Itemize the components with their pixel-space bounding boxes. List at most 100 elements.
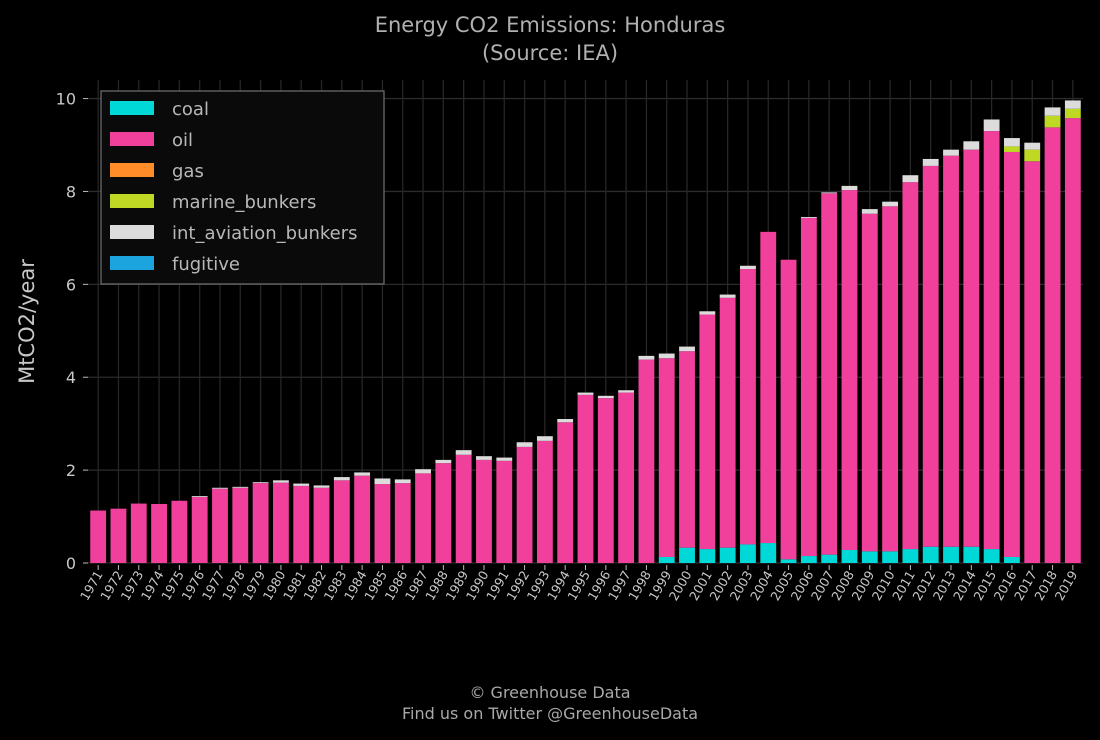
bar-int_aviation_bunkers xyxy=(293,483,310,486)
legend-label-gas: gas xyxy=(172,161,204,182)
bar-oil xyxy=(658,358,675,557)
bar-int_aviation_bunkers xyxy=(1004,138,1020,147)
y-tick-label: 6 xyxy=(66,275,76,294)
bar-oil xyxy=(1064,118,1081,563)
bar-oil xyxy=(800,217,817,557)
legend-swatch-coal xyxy=(110,101,154,115)
bar-int_aviation_bunkers xyxy=(740,265,756,270)
bar-oil xyxy=(415,473,431,563)
bar-oil xyxy=(618,392,635,563)
bar-int_aviation_bunkers xyxy=(212,487,228,489)
bar-coal xyxy=(963,546,980,563)
bar-int_aviation_bunkers xyxy=(313,485,330,488)
bar-int_aviation_bunkers xyxy=(1044,107,1061,116)
chart-subtitle: (Source: IEA) xyxy=(481,41,619,65)
bar-oil xyxy=(252,483,269,563)
bar-int_aviation_bunkers xyxy=(943,149,959,156)
bar-marine_bunkers xyxy=(1004,146,1020,152)
bar-coal xyxy=(861,551,878,563)
legend-label-fugitive: fugitive xyxy=(172,254,240,275)
legend-label-oil: oil xyxy=(172,130,193,151)
legend-box xyxy=(100,90,385,285)
bar-int_aviation_bunkers xyxy=(374,478,391,485)
y-tick-label: 10 xyxy=(56,90,76,109)
legend-label-coal: coal xyxy=(172,99,209,120)
bar-marine_bunkers xyxy=(1024,149,1041,162)
y-axis-label: MtCO2/year xyxy=(15,259,39,384)
bar-oil xyxy=(882,206,899,552)
bar-coal xyxy=(760,543,777,563)
bar-oil xyxy=(597,398,614,563)
bar-oil xyxy=(394,483,411,563)
bar-oil xyxy=(435,463,452,563)
bar-oil xyxy=(922,165,939,547)
bar-int_aviation_bunkers xyxy=(455,450,472,455)
bar-int_aviation_bunkers xyxy=(902,175,919,183)
bar-oil xyxy=(333,480,350,563)
bar-coal xyxy=(719,547,736,563)
bar-int_aviation_bunkers xyxy=(963,141,980,150)
bar-coal xyxy=(658,556,675,563)
bar-int_aviation_bunkers xyxy=(354,472,371,476)
bar-oil xyxy=(821,193,838,555)
bar-coal xyxy=(1004,556,1020,563)
bar-oil xyxy=(963,149,980,547)
bar-int_aviation_bunkers xyxy=(699,311,716,315)
bar-oil xyxy=(151,504,167,563)
bar-oil xyxy=(861,213,878,552)
bar-oil xyxy=(1004,151,1020,557)
bar-int_aviation_bunkers xyxy=(536,436,553,441)
bar-oil xyxy=(699,314,716,550)
bars xyxy=(90,100,1081,563)
footer-twitter: Find us on Twitter @GreenhouseData xyxy=(401,704,699,723)
bar-int_aviation_bunkers xyxy=(394,479,411,484)
legend-swatch-fugitive xyxy=(110,256,154,270)
legend-swatch-oil xyxy=(110,132,154,146)
bar-int_aviation_bunkers xyxy=(496,457,513,461)
bar-int_aviation_bunkers xyxy=(577,392,594,395)
bar-marine_bunkers xyxy=(1064,108,1081,119)
bar-oil xyxy=(841,190,858,550)
legend: coal oil gas marine_bunkers int_aviation_bun… xyxy=(100,90,385,285)
bar-coal xyxy=(983,549,1000,563)
bar-coal xyxy=(821,554,838,563)
bar-int_aviation_bunkers xyxy=(841,185,858,191)
bar-int_aviation_bunkers xyxy=(800,217,817,218)
bar-oil xyxy=(212,488,228,563)
legend-label-int_aviation_bunkers: int_aviation_bunkers xyxy=(172,223,358,244)
bar-oil xyxy=(354,475,371,563)
bar-oil xyxy=(943,155,959,547)
bar-int_aviation_bunkers xyxy=(191,496,208,498)
bar-oil xyxy=(760,231,777,544)
bar-oil xyxy=(191,497,208,563)
bar-oil xyxy=(902,182,919,550)
bar-coal xyxy=(841,549,858,563)
bar-oil xyxy=(272,482,289,563)
bar-oil xyxy=(232,487,249,563)
y-tick-label: 2 xyxy=(66,461,76,480)
bar-oil xyxy=(1044,127,1061,563)
bar-coal xyxy=(902,549,919,563)
bar-oil xyxy=(130,503,147,563)
bar-oil xyxy=(110,508,127,563)
bar-oil xyxy=(780,259,797,560)
bar-int_aviation_bunkers xyxy=(618,390,635,393)
bar-int_aviation_bunkers xyxy=(1064,100,1081,109)
bar-int_aviation_bunkers xyxy=(658,353,675,359)
bar-int_aviation_bunkers xyxy=(232,486,249,488)
bar-int_aviation_bunkers xyxy=(1024,142,1041,150)
legend-label-marine_bunkers: marine_bunkers xyxy=(172,192,316,213)
bar-oil xyxy=(516,446,533,563)
footer-copyright: © Greenhouse Data xyxy=(469,683,631,702)
bar-oil xyxy=(476,459,492,563)
bar-int_aviation_bunkers xyxy=(882,201,899,207)
bar-coal xyxy=(800,556,817,563)
bar-coal xyxy=(780,559,797,563)
bar-int_aviation_bunkers xyxy=(679,346,695,352)
y-tick-label: 8 xyxy=(66,182,76,201)
bar-coal xyxy=(699,549,716,563)
bar-coal xyxy=(679,547,695,563)
y-tick-label: 0 xyxy=(66,554,76,573)
bar-oil xyxy=(496,460,513,563)
